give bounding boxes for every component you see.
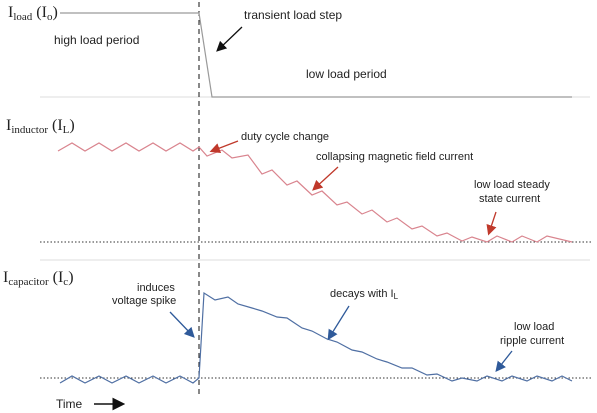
collapsing-field-label: collapsing magnetic field current <box>316 151 473 163</box>
ripple-label-line2: ripple current <box>500 335 564 347</box>
ripple-arrow <box>495 350 513 373</box>
duty-cycle-arrow <box>209 140 239 154</box>
transient-load-step-label: transient load step <box>244 8 342 22</box>
steady-state-arrow <box>486 211 497 236</box>
capacitor-current-trace <box>59 291 573 384</box>
time-label: Time <box>56 397 83 411</box>
decays-arrow <box>327 305 350 341</box>
induces-label-line2: voltage spike <box>112 295 176 307</box>
induces-spike-arrow <box>169 311 195 338</box>
transient-arrow <box>216 26 243 52</box>
high-load-period-label: high load period <box>54 33 139 47</box>
load-axis-label: Iload (Io) <box>8 4 58 23</box>
induces-label-line1: induces <box>137 282 175 294</box>
decays-label: decays with IL <box>330 288 399 301</box>
low-load-period-label: low load period <box>306 67 387 81</box>
steady-state-label-line2: state current <box>479 193 540 205</box>
duty-cycle-label: duty cycle change <box>241 131 329 143</box>
ripple-label-line1: low load <box>514 321 554 333</box>
collapsing-field-arrow <box>312 166 339 191</box>
inductor-current-trace <box>57 142 573 243</box>
capacitor-axis-label: Icapacitor (Ic) <box>3 269 74 288</box>
load-current-trace <box>60 12 572 98</box>
inductor-axis-label: Iinductor (IL) <box>6 117 75 136</box>
steady-state-label-line1: low load steady <box>474 179 550 191</box>
